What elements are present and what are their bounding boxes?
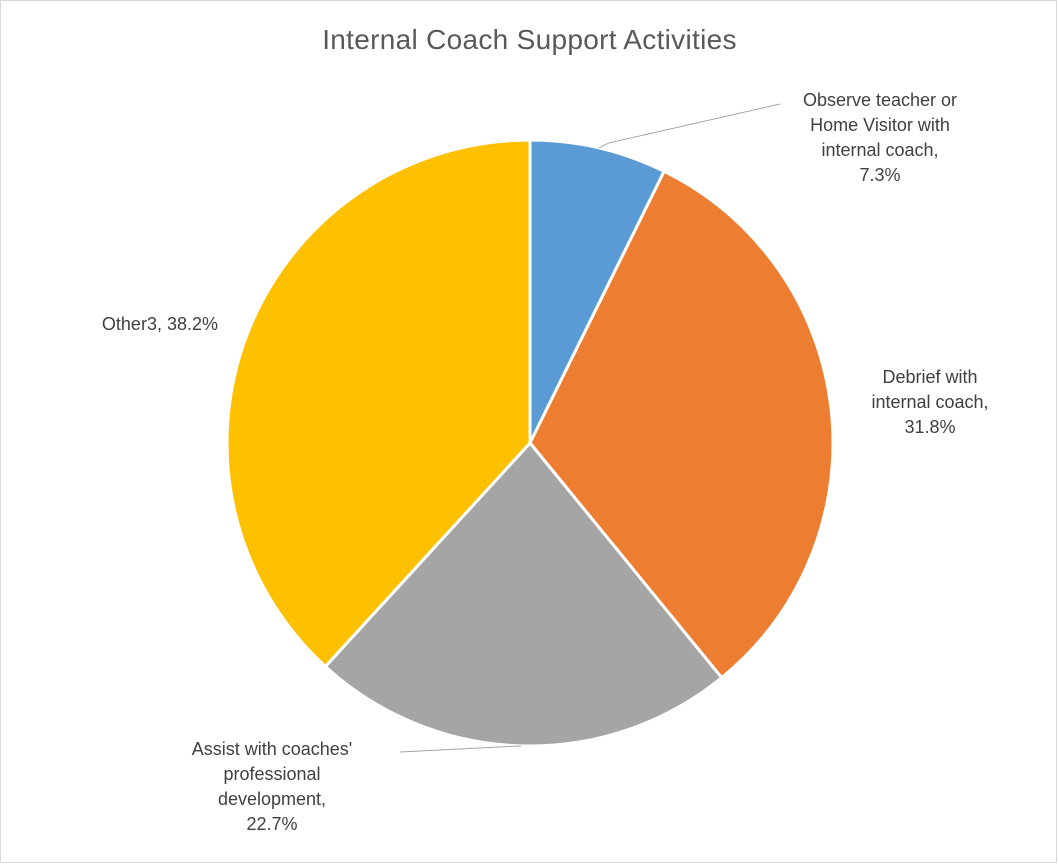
chart-title: Internal Coach Support Activities [322,24,737,55]
data-label-line: internal coach, [871,392,988,412]
data-label-line: Assist with coaches' [192,739,353,759]
data-label-line: professional [223,764,320,784]
leader-line [598,103,781,149]
data-label: Observe teacher or Home Visitor with inter… [803,90,957,185]
pie-slice [528,169,835,680]
leader-line [399,745,522,753]
data-label-line: 22.7% [246,814,297,834]
data-label-line: development, [218,789,326,809]
data-label: Other3, 38.2% [102,314,218,334]
data-label-line: Home Visitor with [810,115,950,135]
data-label-line: Observe teacher or [803,90,957,110]
data-label: Debrief with internal coach, 31.8% [871,367,988,437]
data-label-line: 31.8% [904,417,955,437]
data-label-line: 7.3% [859,165,900,185]
data-label-line: internal coach, [821,140,938,160]
data-label: Assist with coaches' professional developm… [192,739,353,834]
data-label-line: Debrief with [882,367,977,387]
pie-slice [225,138,532,669]
data-label-line: Other3, 38.2% [102,314,218,334]
pie-slice [323,440,724,748]
